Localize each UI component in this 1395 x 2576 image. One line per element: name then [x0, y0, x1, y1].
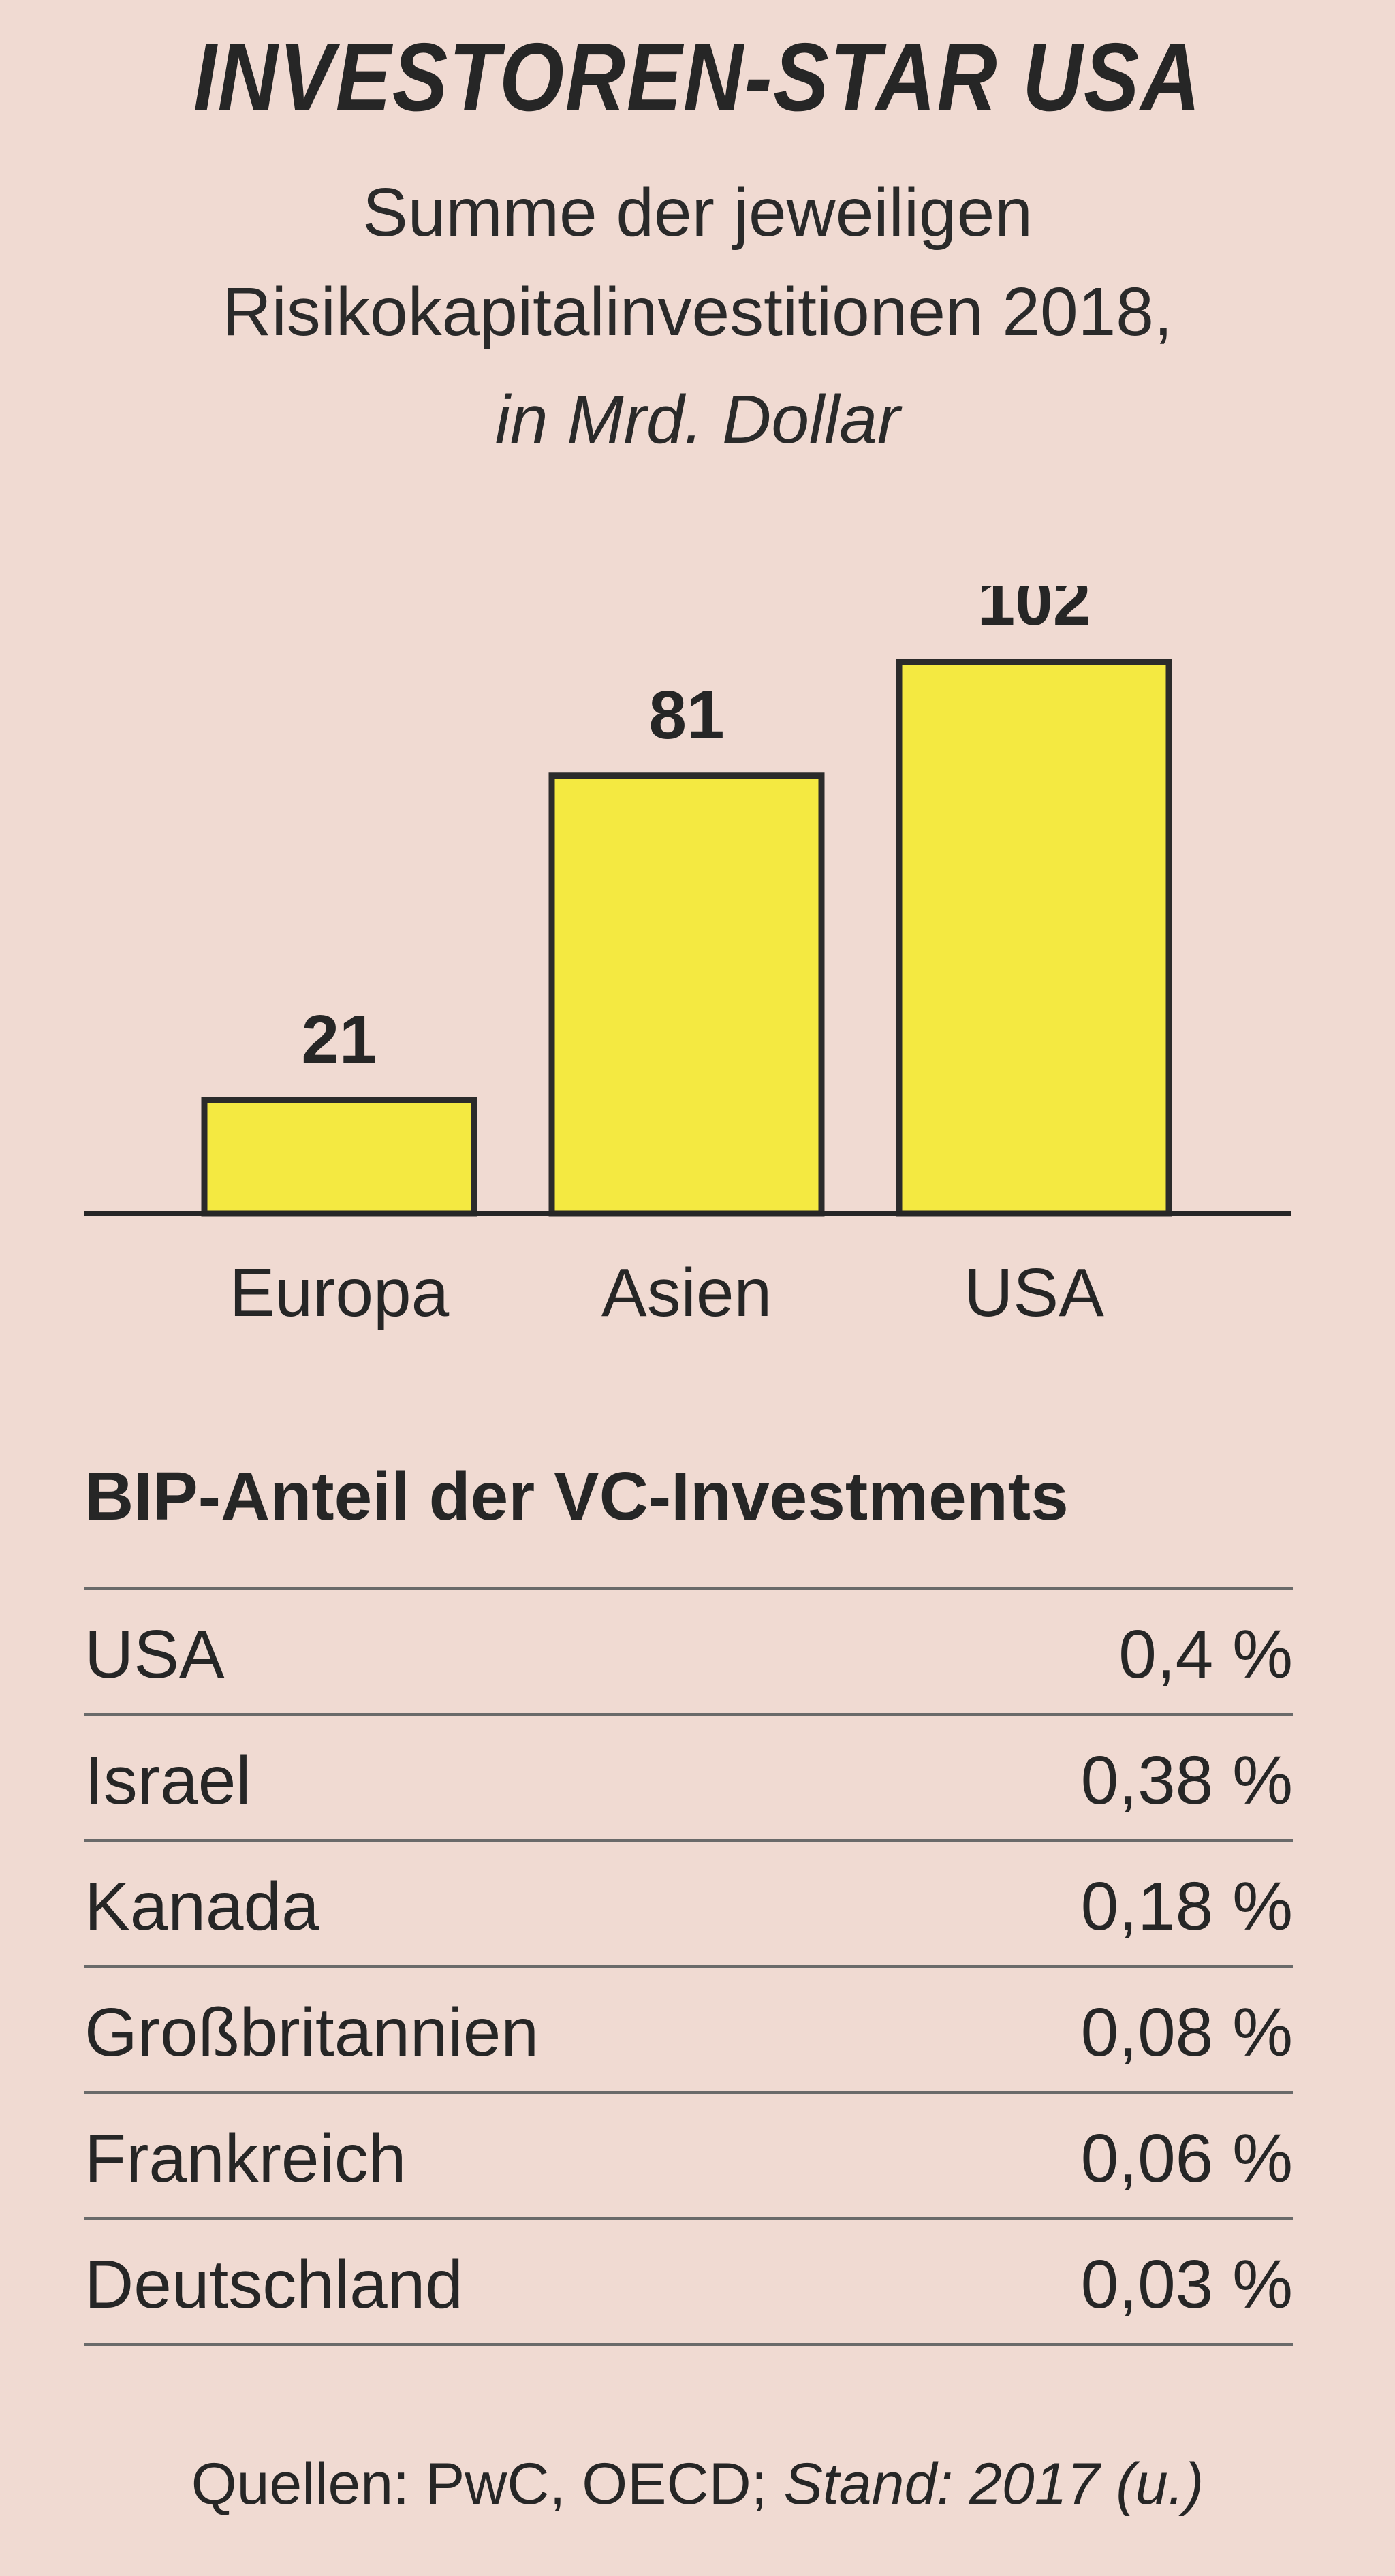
- chart-subtitle-line-1: Summe der jeweiligen: [362, 174, 1033, 251]
- source-text: Quellen: PwC, OECD;: [191, 2451, 784, 2517]
- table-row: Frankreich 0,06 %: [84, 2091, 1293, 2217]
- table-row-value: 0,03 %: [1080, 2246, 1293, 2323]
- table-row-country: Kanada: [84, 1868, 319, 1945]
- vc-gdp-share-table: USA 0,4 % Israel 0,38 % Kanada 0,18 % Gr…: [84, 1587, 1293, 2346]
- table-row: Großbritannien 0,08 %: [84, 1965, 1293, 2091]
- source-note: Quellen: PwC, OECD; Stand: 2017 (u.): [0, 2451, 1395, 2518]
- table-row-value: 0,08 %: [1080, 1994, 1293, 2071]
- data-label-europa: 21: [301, 1001, 377, 1078]
- source-stand: Stand: 2017 (u.): [783, 2451, 1204, 2517]
- table-row: Deutschland 0,03 %: [84, 2217, 1293, 2346]
- category-label-asien: Asien: [601, 1255, 772, 1331]
- category-label-europa: Europa: [230, 1255, 450, 1331]
- table-row-country: Israel: [84, 1742, 251, 1819]
- bar-asien: [548, 772, 825, 1217]
- table-row-value: 0,06 %: [1080, 2120, 1293, 2197]
- table-row: Kanada 0,18 %: [84, 1839, 1293, 1965]
- chart-title: INVESTOREN-STAR USA: [193, 23, 1202, 131]
- table-row-value: 0,38 %: [1080, 1742, 1293, 1819]
- table-row-country: USA: [84, 1616, 225, 1693]
- table-row-country: Frankreich: [84, 2120, 407, 2197]
- bar-usa: [896, 659, 1172, 1217]
- data-label-usa: 102: [977, 586, 1091, 640]
- table-row: Israel 0,38 %: [84, 1713, 1293, 1839]
- table-title: BIP-Anteil der VC-Investments: [84, 1458, 1069, 1535]
- data-label-asien: 81: [648, 677, 724, 753]
- table-row-value: 0,4 %: [1118, 1616, 1293, 1693]
- table-row-country: Deutschland: [84, 2246, 463, 2323]
- category-label-usa: USA: [964, 1255, 1104, 1331]
- table-row-country: Großbritannien: [84, 1994, 539, 2071]
- bar-chart: 21 Europa 81 Asien 102 USA: [84, 586, 1291, 1331]
- table-row: USA 0,4 %: [84, 1587, 1293, 1713]
- bar-europa: [201, 1097, 477, 1217]
- chart-subtitle-line-2: Risikokapitalinvestitionen 2018,: [222, 274, 1173, 350]
- chart-subtitle-unit: in Mrd. Dollar: [495, 381, 900, 458]
- table-row-value: 0,18 %: [1080, 1868, 1293, 1945]
